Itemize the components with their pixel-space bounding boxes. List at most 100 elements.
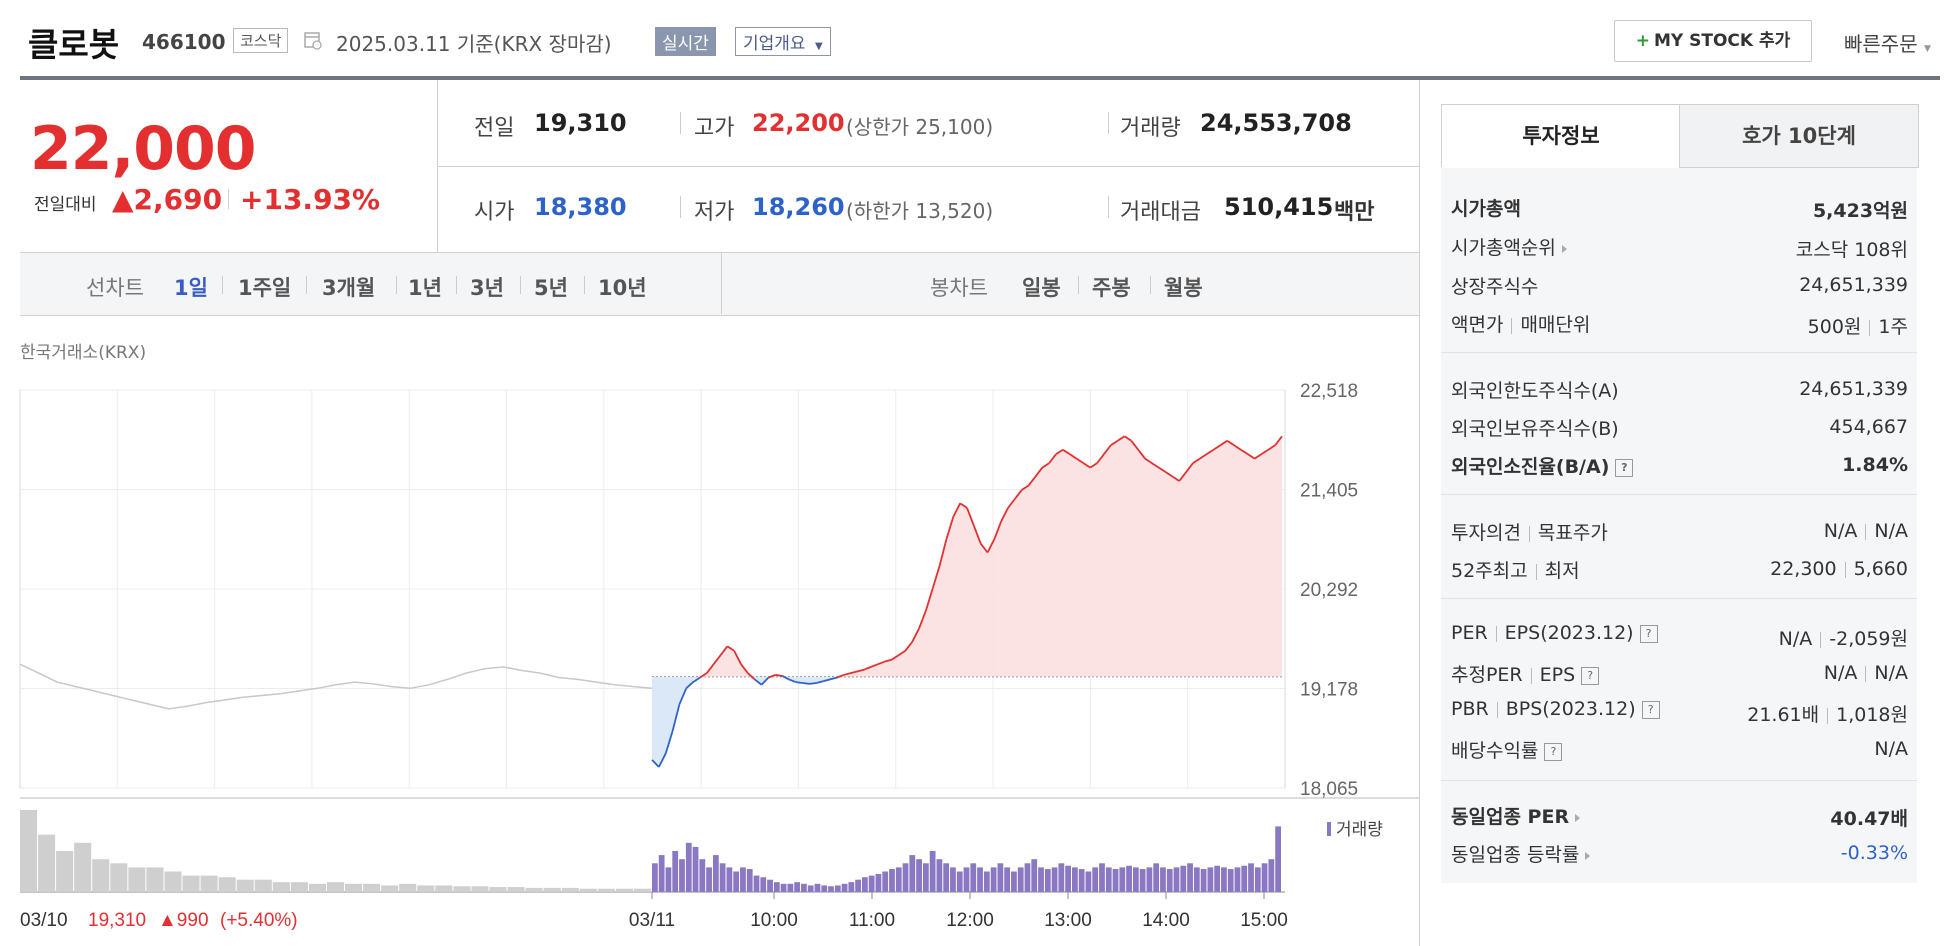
change-value: ▲2,690 [112, 183, 223, 216]
volume-value: 24,553,708 [1200, 109, 1352, 137]
today-price-line-segment [993, 520, 1003, 540]
est-per-label: 추정PER [1451, 664, 1523, 686]
today-volume-bar [977, 867, 983, 892]
tab-1y[interactable]: 1년 [408, 276, 442, 300]
y-tick-label: 19,178 [1300, 680, 1358, 701]
today-volume-bar [902, 863, 909, 892]
sector-change-link[interactable]: 동일업종 등락률 [1451, 840, 1591, 867]
today-price-line-segment [1165, 471, 1173, 478]
tab-3m[interactable]: 3개월 [322, 276, 376, 300]
today-volume-bar [1214, 865, 1221, 892]
today-volume-bar [1044, 869, 1051, 892]
panel-divider [1441, 780, 1917, 781]
today-price-line-segment [1027, 475, 1037, 487]
prev-day-volume-bar [92, 859, 110, 892]
today-volume-bar [719, 863, 726, 892]
foreign-ratio-text: 외국인소진율(B/A) [1451, 456, 1610, 478]
today-volume-bar [1180, 865, 1187, 892]
today-volume-bar [862, 877, 868, 892]
today-price-line-segment [1185, 462, 1194, 473]
today-price-line-segment [877, 660, 886, 666]
today-volume-bar [1092, 867, 1099, 892]
price-chart[interactable]: 22,518 21,405 20,292 19,178 18,065 거래량 03/11 10… [0, 370, 1420, 946]
today-volume-bar [1078, 869, 1085, 892]
today-price-line-segment [1103, 444, 1112, 455]
today-volume-bar [841, 883, 848, 892]
prev-day-volume-bar [381, 885, 399, 892]
realtime-badge[interactable]: 실시간 [655, 27, 716, 56]
tab-monthly-candle[interactable]: 월봉 [1164, 276, 1203, 300]
today-price-line-segment [952, 502, 961, 518]
today-price-line-segment [1110, 440, 1119, 446]
tab-1w[interactable]: 1주일 [238, 276, 292, 300]
opinion-value: N/A [1823, 520, 1858, 542]
tab-3y[interactable]: 3년 [470, 276, 504, 300]
today-volume-bar [1031, 859, 1038, 892]
inline-separator [1869, 319, 1871, 336]
lower-limit: (하한가 13,520) [846, 199, 994, 223]
today-price-line-segment [1247, 453, 1256, 460]
prev-day-volume-bar [507, 887, 525, 892]
sector-change-value: -0.33% [1840, 842, 1908, 864]
today-price-line-segment [719, 645, 729, 656]
prev-day-volume-bar [543, 887, 561, 892]
today-price-line-segment [740, 663, 749, 674]
par-value: 500원 [1807, 316, 1862, 338]
prev-day-volume-bar [633, 888, 651, 892]
today-volume-bar [963, 867, 970, 892]
today-price-line-segment [1069, 453, 1078, 460]
today-volume-bar [760, 877, 767, 892]
help-icon[interactable]: ? [1544, 742, 1563, 761]
tab-weekly-candle[interactable]: 주봉 [1092, 276, 1131, 300]
per-eps-label: PER EPS(2023.12)? [1451, 622, 1658, 644]
today-volume-bar [787, 883, 794, 892]
tab-5y[interactable]: 5년 [534, 276, 568, 300]
today-volume-bar [1119, 867, 1126, 892]
today-volume-bar [828, 886, 834, 892]
main-divider [1419, 80, 1420, 946]
today-price-line-segment [1178, 471, 1187, 482]
tab-invest-info[interactable]: 투자정보 [1441, 104, 1681, 167]
quick-order-dropdown[interactable]: 빠른주문 ▼ [1844, 28, 1931, 57]
company-overview-dropdown[interactable]: 기업개요 ▼ [735, 27, 831, 56]
today-volume-bar [1207, 867, 1214, 892]
today-price-line-segment [1233, 444, 1242, 451]
tab-orderbook[interactable]: 호가 10단계 [1679, 104, 1919, 168]
par-lot-value: 500원 1주 [1808, 312, 1908, 339]
today-volume-bar [706, 867, 712, 892]
tab-10y[interactable]: 10년 [598, 276, 647, 300]
add-my-stock-button[interactable]: + MY STOCK 추가 [1614, 20, 1812, 62]
line-chart-label: 선차트 [86, 276, 144, 300]
today-price-line-segment [1240, 448, 1249, 455]
help-icon[interactable]: ? [1615, 458, 1634, 477]
wk52-low-label: 최저 [1544, 560, 1580, 582]
today-volume-bar [679, 859, 685, 892]
help-icon[interactable]: ? [1581, 666, 1600, 685]
area-fill-up [652, 436, 1282, 677]
exchange-label: 한국거래소(KRX) [20, 343, 147, 363]
today-volume-bar [753, 875, 760, 892]
opinion-label: 투자의견 [1451, 522, 1521, 544]
today-price-line-segment [918, 610, 927, 629]
opinion-target-value: N/A N/A [1824, 520, 1908, 542]
today-price-line-segment [706, 663, 715, 674]
today-volume-bar [1254, 867, 1261, 892]
tab-separator [396, 276, 397, 294]
market-cap-rank-link[interactable]: 시가총액순위 [1451, 233, 1567, 260]
today-price-line-segment [931, 565, 941, 589]
sector-per-link[interactable]: 동일업종 PER [1451, 802, 1581, 829]
prev-day-volume-bar [435, 885, 453, 892]
today-volume-bar [1132, 867, 1139, 892]
open-value: 18,380 [534, 193, 627, 221]
today-price-line-segment [802, 682, 810, 685]
opinion-target-label: 투자의견 목표주가 [1451, 518, 1608, 545]
est-per-eps-label: 추정PER EPS? [1451, 660, 1600, 687]
tab-daily-candle[interactable]: 일봉 [1022, 276, 1061, 300]
tab-1d[interactable]: 1일 [174, 276, 208, 300]
prev-day-close-label: 19,310 [88, 910, 146, 931]
today-price-line-segment [1048, 453, 1057, 464]
help-icon[interactable]: ? [1641, 700, 1660, 719]
prev-day-volume-bar [110, 863, 128, 892]
help-icon[interactable]: ? [1639, 624, 1658, 643]
prev-day-price-line [19, 663, 653, 710]
